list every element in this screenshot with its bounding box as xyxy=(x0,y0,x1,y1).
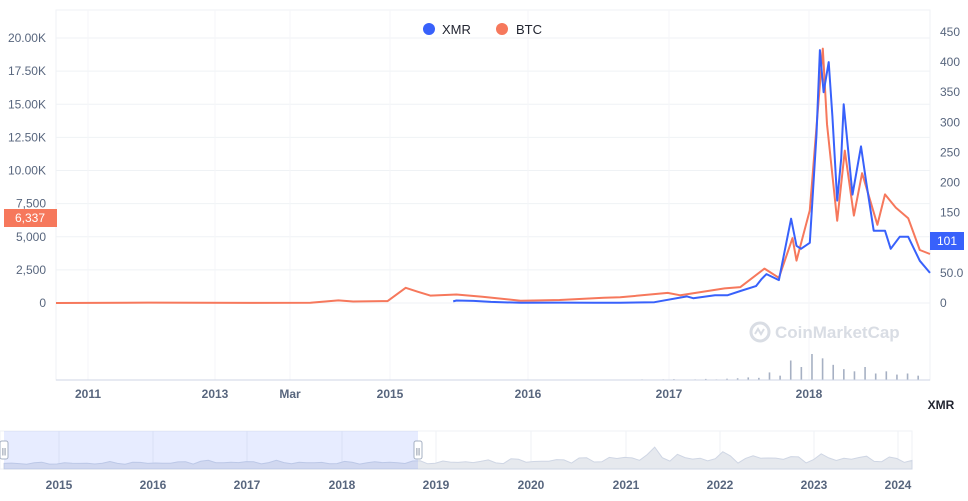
navigator-tick-label: 2022 xyxy=(707,478,734,492)
volume-bar xyxy=(843,369,845,380)
y-left-tick-label: 2,500 xyxy=(16,263,46,277)
y-right-tick-label: 0 xyxy=(940,296,947,310)
legend-item-xmr[interactable]: XMR xyxy=(423,22,471,37)
y-left-tick-label: 0 xyxy=(39,296,46,310)
navigator-tick-label: 2017 xyxy=(234,478,261,492)
volume-bar xyxy=(907,374,909,381)
watermark: CoinMarketCap xyxy=(751,323,900,342)
y-left-tick-label: 5,000 xyxy=(16,230,46,244)
volume-bar xyxy=(779,376,781,380)
volume-bar xyxy=(832,365,834,380)
volume-bar xyxy=(769,372,771,380)
navigator-tick-label: 2021 xyxy=(613,478,640,492)
y-right-tick-label: 200 xyxy=(940,176,960,190)
navigator-tick-label: 2023 xyxy=(801,478,828,492)
watermark-text: CoinMarketCap xyxy=(775,323,900,342)
grip-left-icon: || xyxy=(2,447,6,456)
x-tick-label: 2013 xyxy=(202,387,229,401)
volume-bar xyxy=(811,354,813,380)
volume-bar xyxy=(875,374,877,381)
xmr-current-value-badge: 101 xyxy=(930,232,964,250)
volume-bar xyxy=(822,358,824,380)
navigator-tick-label: 2024 xyxy=(885,478,912,492)
x-tick-label: Mar xyxy=(279,387,301,401)
navigator-tick-label: 2020 xyxy=(518,478,545,492)
navigator-tick-label: 2016 xyxy=(140,478,167,492)
y-axis-left: 20.00K 17.50K 15.00K 12.50K 10.00K 7,500 5,000… xyxy=(8,31,46,310)
series-lines xyxy=(56,49,930,303)
y-right-tick-label: 150 xyxy=(940,206,960,220)
btc-current-value: 6,337 xyxy=(15,211,45,225)
x-tick-label: 2016 xyxy=(515,387,542,401)
series-line-btc xyxy=(56,49,930,303)
y-left-tick-label: 17.50K xyxy=(8,64,46,78)
y-right-tick-label: 250 xyxy=(940,145,960,159)
volume-bar xyxy=(864,367,866,380)
y-right-tick-label: 450 xyxy=(940,25,960,39)
navigator-handle-right[interactable]: || xyxy=(414,441,422,459)
legend: XMR BTC xyxy=(423,22,542,37)
volume-bar xyxy=(917,376,919,380)
y-left-tick-label: 15.00K xyxy=(8,97,46,111)
btc-current-value-badge: 6,337 xyxy=(4,209,57,227)
volume-bar xyxy=(886,371,888,380)
y-right-tick-label: 50.0 xyxy=(940,266,964,280)
y-right-tick-label: 350 xyxy=(940,85,960,99)
coinmarketcap-logo-icon xyxy=(751,323,769,341)
y-left-tick-label: 20.00K xyxy=(8,31,46,45)
x-tick-label: 2017 xyxy=(656,387,683,401)
y-left-tick-label: 10.00K xyxy=(8,164,46,178)
legend-label-btc: BTC xyxy=(516,22,542,37)
xmr-dot-icon xyxy=(423,23,435,35)
y-right-tick-label: 300 xyxy=(940,115,960,129)
x-tick-label: 2018 xyxy=(796,387,823,401)
y-left-tick-label: 7,500 xyxy=(16,197,46,211)
legend-item-btc[interactable]: BTC xyxy=(496,22,542,37)
x-tick-label: 2011 xyxy=(75,387,101,401)
volume-bar xyxy=(801,367,803,380)
volume-bar xyxy=(896,375,898,380)
volume-bars xyxy=(620,354,919,380)
navigator-handle-left[interactable]: || xyxy=(0,441,8,459)
grip-right-icon: || xyxy=(416,447,420,456)
x-tick-label: 2015 xyxy=(377,387,404,401)
volume-bar xyxy=(790,361,792,381)
navigator-tick-label: 2015 xyxy=(46,478,73,492)
y-left-tick-label: 12.50K xyxy=(8,130,46,144)
right-axis-label: XMR xyxy=(928,398,955,412)
legend-label-xmr: XMR xyxy=(442,22,471,37)
xmr-current-value: 101 xyxy=(937,234,957,248)
series-line-xmr xyxy=(453,50,930,303)
volume-bar xyxy=(854,371,856,380)
x-axis: 2011 2013 Mar 2015 2016 2017 2018 xyxy=(56,380,930,401)
navigator-tick-label: 2019 xyxy=(423,478,450,492)
y-right-tick-label: 400 xyxy=(940,55,960,69)
navigator-tick-label: 2018 xyxy=(329,478,356,492)
navigator-selection[interactable] xyxy=(4,431,418,469)
btc-dot-icon xyxy=(496,23,508,35)
navigator-axis: 2015 2016 2017 2018 2019 2020 2021 2022 2023 2024 xyxy=(46,478,912,492)
y-axis-right: 45040035030025020015010050.00 xyxy=(940,25,964,310)
